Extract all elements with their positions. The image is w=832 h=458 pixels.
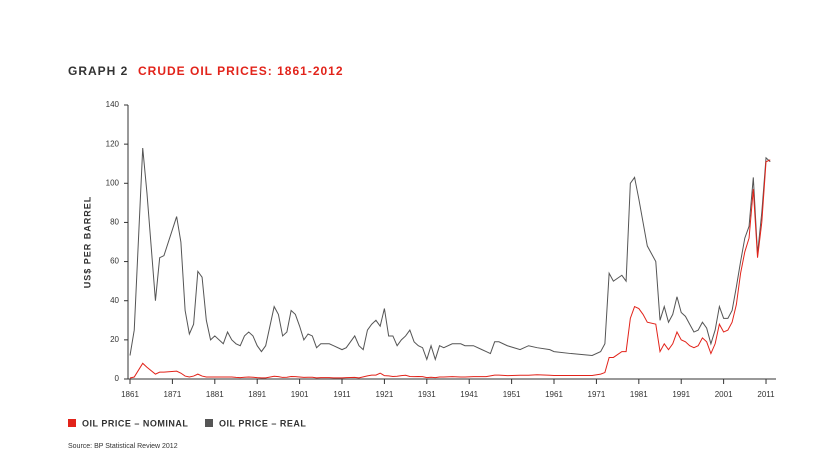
x-tick-label: 1871	[164, 390, 182, 399]
y-tick-label: 20	[110, 335, 119, 344]
x-tick-label: 1881	[206, 390, 224, 399]
y-tick-label: 140	[106, 100, 120, 109]
x-tick-label: 2011	[757, 390, 775, 399]
y-tick-label: 100	[106, 178, 120, 187]
x-tick-label: 1971	[588, 390, 606, 399]
x-tick-label: 1861	[121, 390, 139, 399]
x-tick-label: 1941	[460, 390, 478, 399]
x-tick-label: 1951	[503, 390, 521, 399]
x-tick-label: 1991	[672, 390, 690, 399]
y-tick-label: 60	[110, 257, 119, 266]
x-tick-label: 1901	[291, 390, 309, 399]
legend-swatch	[68, 419, 76, 427]
series-line	[129, 148, 771, 362]
y-tick-label: 0	[115, 374, 120, 383]
x-tick-label: 1891	[248, 390, 266, 399]
y-axis-label: US$ PER BARREL	[82, 196, 92, 289]
x-tick-label: 1931	[418, 390, 436, 399]
y-tick-label: 80	[110, 218, 119, 227]
y-tick-label: 40	[110, 296, 119, 305]
chart-title: CRUDE OIL PRICES: 1861-2012	[138, 64, 344, 78]
legend-label: OIL PRICE – REAL	[219, 418, 306, 428]
x-tick-label: 1961	[545, 390, 563, 399]
source: Source: BP Statistical Review 2012	[68, 443, 178, 450]
legend-swatch	[205, 419, 213, 427]
y-tick-label: 120	[106, 139, 120, 148]
x-tick-label: 1911	[333, 390, 351, 399]
x-tick-label: 1921	[376, 390, 394, 399]
graph-label: GRAPH 2	[68, 64, 128, 78]
x-tick-label: 2001	[715, 390, 733, 399]
legend-label: OIL PRICE – NOMINAL	[82, 418, 188, 428]
x-tick-label: 1981	[630, 390, 648, 399]
series-line	[129, 159, 771, 379]
